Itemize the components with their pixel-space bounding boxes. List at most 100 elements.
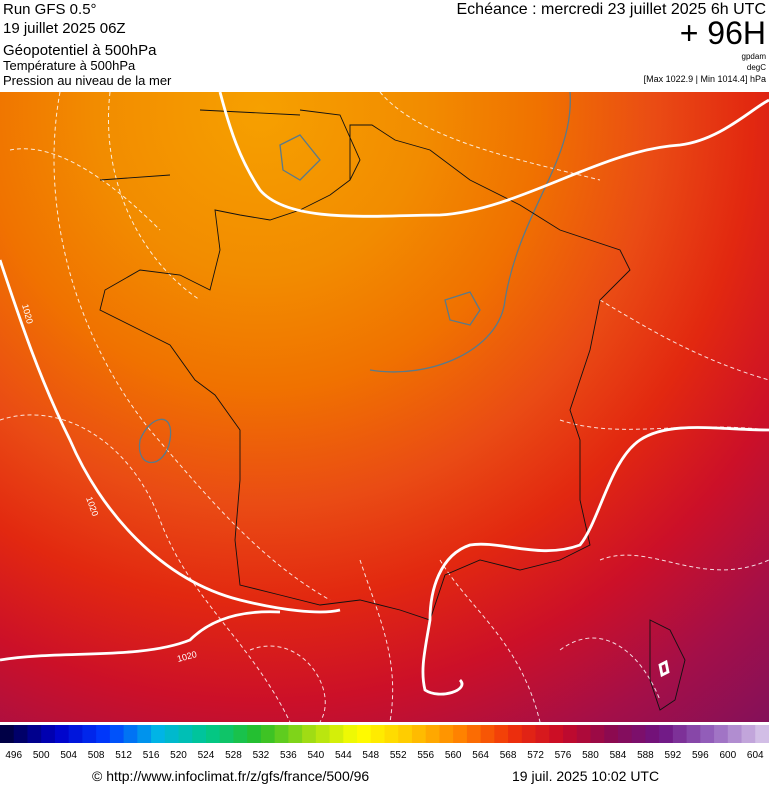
color-swatch <box>617 725 633 743</box>
colorbar-label: 504 <box>60 750 77 761</box>
colorbar-label: 544 <box>335 750 352 761</box>
credit: © http://www.infoclimat.fr/z/gfs/france/… <box>92 768 369 784</box>
field-background <box>0 92 769 722</box>
color-swatch <box>659 725 674 743</box>
color-swatch <box>411 725 427 743</box>
colorbar-label: 540 <box>307 750 324 761</box>
colorbar-label: 528 <box>225 750 242 761</box>
field-3: Pression au niveau de la mer <box>3 73 172 88</box>
lead-time: + 96H <box>680 15 766 51</box>
run-date: 19 juillet 2025 06Z <box>3 20 126 37</box>
color-swatch <box>563 725 578 743</box>
color-swatch <box>54 725 70 743</box>
color-swatch <box>205 725 221 743</box>
colorbar-label: 592 <box>665 750 682 761</box>
colorbar-label: 576 <box>555 750 572 761</box>
color-swatch <box>741 725 756 743</box>
color-swatch <box>604 725 619 743</box>
color-swatch <box>315 725 331 743</box>
color-swatch <box>109 725 125 743</box>
color-swatch <box>41 725 56 743</box>
colorbar-label: 516 <box>143 750 160 761</box>
color-swatch <box>714 725 729 743</box>
colorbar: 496 500 504 508 512 516 520 524 528 532 536 540 544 5… <box>0 725 769 761</box>
color-swatch <box>755 725 769 743</box>
color-swatch <box>549 725 564 743</box>
colorbar-label: 588 <box>637 750 654 761</box>
colorbar-label: 560 <box>445 750 462 761</box>
color-swatch <box>247 725 262 743</box>
colorbar-label: 512 <box>115 750 132 761</box>
color-swatch <box>164 725 180 743</box>
unit: gpdam <box>742 52 767 61</box>
colorbar-label: 548 <box>362 750 379 761</box>
borders <box>99 109 686 711</box>
colorbar-label: 520 <box>170 750 187 761</box>
colorbar-label: 596 <box>692 750 709 761</box>
color-swatch <box>700 725 715 743</box>
color-swatch <box>151 725 166 743</box>
colorbar-label: 600 <box>719 750 736 761</box>
color-swatch <box>137 725 152 743</box>
color-swatch <box>357 725 372 743</box>
color-swatch <box>274 725 289 743</box>
color-swatch <box>384 725 399 743</box>
color-swatch <box>508 725 523 743</box>
color-swatch <box>13 725 28 743</box>
color-swatch <box>425 725 440 743</box>
color-swatch <box>590 725 605 743</box>
color-swatch <box>27 725 42 743</box>
colorbar-label: 604 <box>747 750 764 761</box>
colorbar-label: 552 <box>390 750 407 761</box>
colorbar-label: 564 <box>472 750 489 761</box>
field-1: Géopotentiel à 500hPa <box>3 42 157 59</box>
color-swatch <box>96 725 111 743</box>
color-swatch <box>178 725 193 743</box>
run-title: Run GFS 0.5° <box>3 1 97 18</box>
colorbar-label: 532 <box>253 750 270 761</box>
map: 1020 1020 1020 <box>0 92 769 722</box>
color-swatch <box>329 725 344 743</box>
color-swatch <box>0 725 15 743</box>
color-swatch <box>233 725 248 743</box>
color-swatch <box>453 725 468 743</box>
color-swatch <box>219 725 234 743</box>
color-swatch <box>672 725 688 743</box>
color-swatch <box>521 725 537 743</box>
unit: [Max 1022.9 | Min 1014.4] hPa <box>644 74 766 84</box>
color-swatch <box>686 725 701 743</box>
color-swatch <box>343 725 358 743</box>
color-swatch <box>439 725 454 743</box>
colorbar-label: 508 <box>88 750 105 761</box>
color-swatch <box>370 725 385 743</box>
color-swatch <box>302 725 317 743</box>
header: Run GFS 0.5° 19 juillet 2025 06Z Géopote… <box>3 1 766 88</box>
color-swatch <box>123 725 138 743</box>
field-2: Température à 500hPa <box>3 58 136 73</box>
color-swatch <box>645 725 660 743</box>
echeance: Echéance : mercredi 23 juillet 2025 6h U… <box>457 1 767 18</box>
colorbar-label: 524 <box>198 750 215 761</box>
color-swatch <box>727 725 743 743</box>
temperature-isolines <box>0 92 769 722</box>
pressure-isobars <box>0 92 769 696</box>
color-swatch <box>631 725 646 743</box>
color-swatch <box>260 725 276 743</box>
colorbar-label: 556 <box>417 750 434 761</box>
colorbar-label: 584 <box>610 750 627 761</box>
color-swatch <box>288 725 303 743</box>
color-swatch <box>535 725 550 743</box>
colorbar-label: 496 <box>5 750 22 761</box>
color-swatch <box>82 725 97 743</box>
geopotential-isolines <box>138 92 571 464</box>
color-swatch <box>576 725 591 743</box>
colorbar-label: 500 <box>33 750 50 761</box>
color-swatch <box>480 725 495 743</box>
colorbar-label: 568 <box>500 750 517 761</box>
color-swatch <box>192 725 207 743</box>
timestamp: 19 juil. 2025 10:02 UTC <box>512 768 659 784</box>
color-swatch <box>494 725 509 743</box>
color-swatch <box>398 725 413 743</box>
color-swatch <box>68 725 83 743</box>
